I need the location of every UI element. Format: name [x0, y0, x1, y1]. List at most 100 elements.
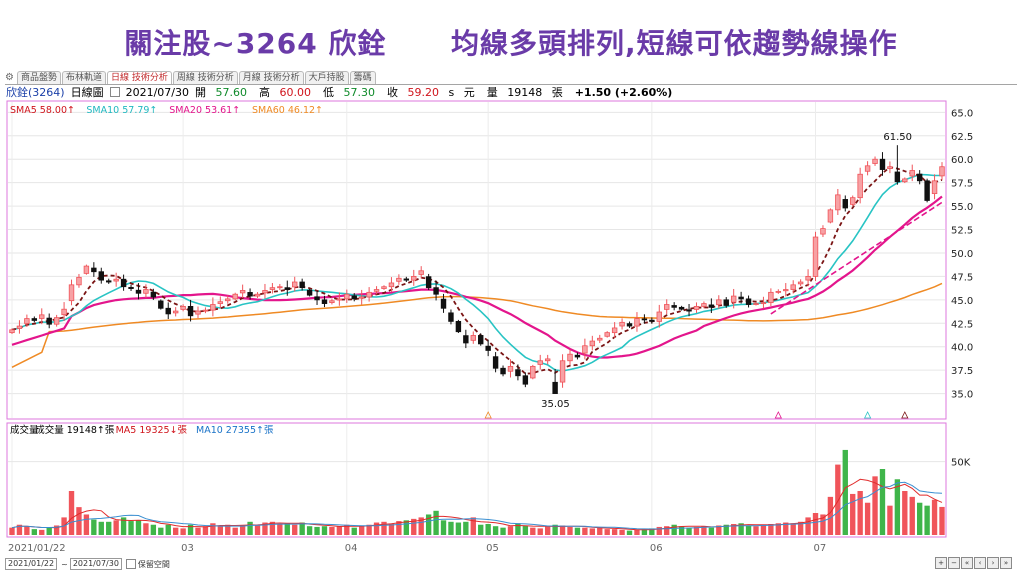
- close-value: 59.20: [407, 86, 439, 99]
- volume-bar: [306, 526, 313, 535]
- price-axis: 65.0 62.5 60.0 57.5 55.0 52.5 50.0 47.5 45.0 42.5…: [951, 108, 973, 400]
- candle-body: [626, 323, 633, 327]
- volume-bar: [53, 525, 60, 535]
- volume-bar: [522, 525, 529, 535]
- tab-weekly[interactable]: 周線 技術分析: [172, 71, 238, 84]
- candle-body: [522, 375, 529, 385]
- price-panel-frame: [6, 100, 947, 420]
- price-tick-label: 52.5: [951, 226, 973, 237]
- volume-bar: [872, 476, 878, 535]
- quote-info-bar: 欣銓(3264) 日線圖 2021/07/30 開 57.60 高 60.00 …: [6, 85, 678, 100]
- volume-bar: [768, 524, 774, 535]
- volume-bar: [173, 527, 179, 535]
- candle-body: [745, 298, 752, 305]
- candle-body: [530, 365, 536, 379]
- gear-icon[interactable]: ⚙: [5, 72, 14, 83]
- volume-bar: [671, 524, 677, 535]
- candle-body: [306, 289, 313, 296]
- tab-daily[interactable]: 日線 技術分析: [107, 71, 172, 84]
- candle-body: [91, 267, 97, 273]
- candle-body: [656, 311, 662, 322]
- volume-bar: [98, 521, 104, 535]
- high-label: 高: [258, 86, 270, 99]
- stock-name[interactable]: 欣銓(3264): [6, 86, 65, 99]
- candle-body: [128, 286, 134, 289]
- range-tilde: ~: [61, 559, 68, 569]
- calendar-icon[interactable]: [109, 87, 120, 97]
- volume-bar: [366, 524, 372, 535]
- candle-body: [515, 369, 521, 377]
- tab-bollinger[interactable]: 布林軌道: [61, 71, 106, 84]
- prev-icon[interactable]: ‹: [974, 557, 986, 569]
- tab-major-holders[interactable]: 大戶持股: [304, 71, 349, 84]
- volume-bar: [403, 520, 409, 535]
- candle-body: [500, 367, 506, 375]
- price-tick-label: 37.5: [951, 366, 973, 377]
- candle-body: [716, 299, 722, 306]
- volume-bar: [135, 520, 142, 535]
- volume-bar: [805, 517, 811, 535]
- tab-market[interactable]: 商品盤勢: [16, 71, 61, 84]
- volume-bar: [641, 529, 648, 535]
- candle-body: [924, 180, 930, 201]
- candle-body: [678, 306, 685, 310]
- volume-bar: [336, 526, 343, 535]
- candle-body: [775, 290, 782, 293]
- candle-body: [760, 302, 767, 305]
- last-icon[interactable]: »: [1000, 557, 1012, 569]
- volume-bar: [902, 491, 908, 535]
- volume-bar: [678, 526, 685, 535]
- volume-bar: [924, 505, 930, 535]
- candle-body: [693, 305, 700, 310]
- next-icon[interactable]: ›: [987, 557, 999, 569]
- volume-bar: [359, 525, 365, 535]
- tab-monthly[interactable]: 月線 技術分析: [238, 71, 304, 84]
- volume-bar: [314, 526, 320, 535]
- candle-body: [68, 284, 75, 302]
- keep-space-checkbox[interactable]: [125, 559, 136, 569]
- tab-chips[interactable]: 籌碼: [349, 71, 376, 84]
- volume-bar: [425, 514, 432, 535]
- candle-body: [158, 300, 164, 309]
- volume-bar: [210, 523, 216, 535]
- date-axis: 2021/01/22 03 04 05 06 07: [8, 543, 826, 554]
- price-annotation: 61.50: [883, 132, 912, 143]
- volume-bar: [292, 524, 298, 535]
- candle-body: [768, 291, 774, 304]
- from-date-select[interactable]: 2021/01/22: [5, 558, 58, 570]
- stock-chart[interactable]: 65.0 62.5 60.0 57.5 55.0 52.5 50.0 47.5 45.0 42.5…: [0, 98, 1022, 556]
- to-date-select[interactable]: 2021/07/30: [69, 558, 122, 570]
- candle-body: [210, 304, 216, 311]
- candle-body: [135, 289, 142, 294]
- price-tick-label: 50.0: [951, 249, 973, 260]
- volume-bar: [783, 522, 789, 535]
- volume-bar: [723, 524, 729, 535]
- candle-body: [827, 209, 834, 223]
- page-headline: 關注股~3264 欣銓 均線多頭排列,短線可依趨勢線操作: [124, 27, 898, 60]
- volume-bar: [492, 526, 499, 535]
- quote-date: 2021/07/30: [125, 85, 189, 99]
- trend-line-segment: [770, 201, 943, 315]
- zoom-in-icon[interactable]: +: [935, 557, 947, 569]
- date-tick-label: 05: [486, 543, 499, 554]
- first-icon[interactable]: «: [961, 557, 973, 569]
- candle-body: [284, 287, 290, 290]
- candle-body: [939, 166, 945, 177]
- volume-bar: [91, 519, 97, 535]
- zoom-out-icon[interactable]: −: [948, 557, 960, 569]
- volume-bar: [187, 524, 194, 535]
- candle-body: [31, 318, 38, 321]
- candle-body: [478, 335, 484, 345]
- candle-body: [448, 312, 454, 322]
- volume-bar: [277, 524, 283, 535]
- volume-bar: [180, 528, 186, 535]
- candle-body: [470, 335, 476, 341]
- close-label: 收: [386, 86, 398, 99]
- candle-body: [120, 278, 127, 288]
- candle-body: [507, 365, 514, 372]
- volume-bar: [68, 491, 75, 535]
- volume-bar: [857, 491, 863, 535]
- volume-bar: [150, 524, 157, 535]
- candle-body: [9, 329, 15, 334]
- candle-body: [597, 337, 603, 341]
